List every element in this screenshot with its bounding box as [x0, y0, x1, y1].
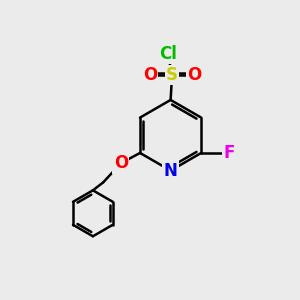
Text: Cl: Cl	[159, 45, 177, 63]
Text: F: F	[224, 144, 235, 162]
Text: N: N	[164, 162, 178, 180]
Text: O: O	[143, 66, 157, 84]
Text: S: S	[166, 66, 178, 84]
Text: O: O	[187, 66, 201, 84]
Text: O: O	[114, 154, 128, 172]
